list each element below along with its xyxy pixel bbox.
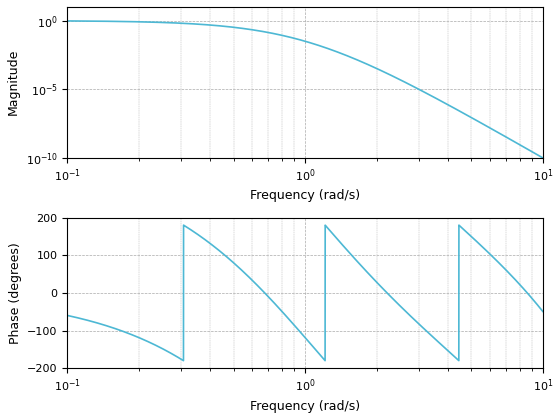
X-axis label: Frequency (rad/s): Frequency (rad/s) xyxy=(250,189,360,202)
Y-axis label: Magnitude: Magnitude xyxy=(7,49,20,116)
X-axis label: Frequency (rad/s): Frequency (rad/s) xyxy=(250,400,360,413)
Y-axis label: Phase (degrees): Phase (degrees) xyxy=(8,242,22,344)
